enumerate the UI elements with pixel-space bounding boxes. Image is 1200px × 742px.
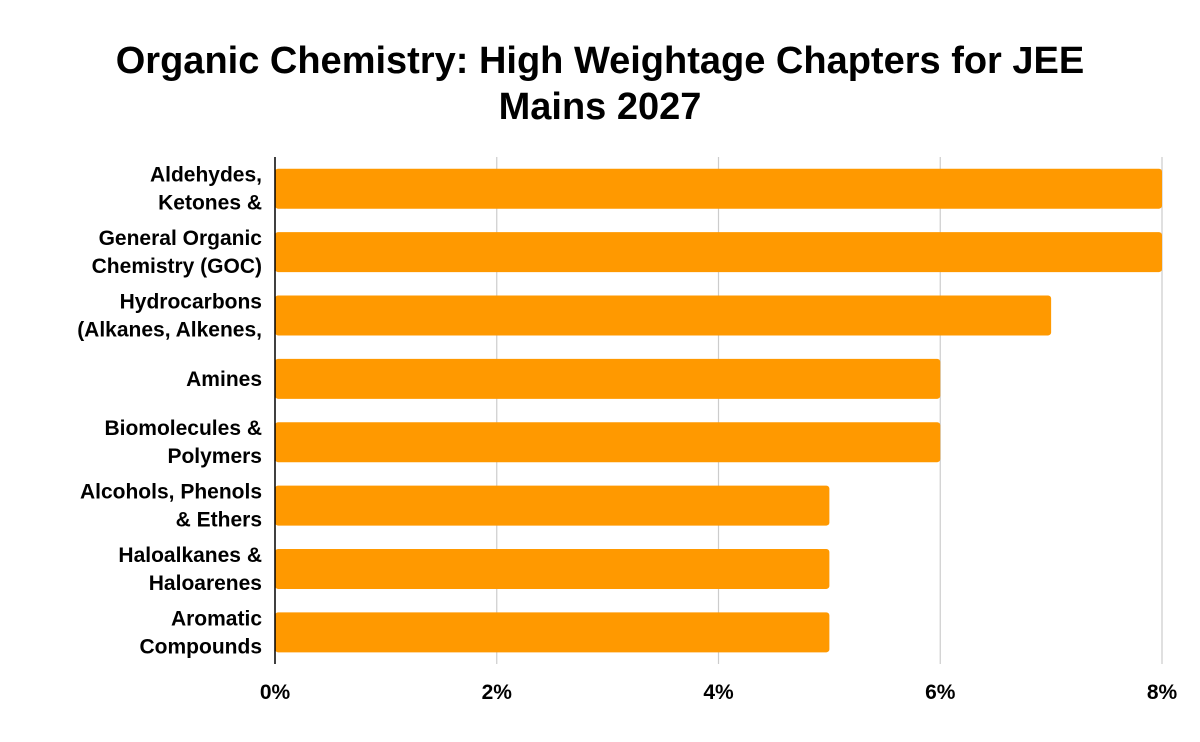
category-label: Aromatic Compounds [140, 607, 263, 658]
x-tick-label: 6% [925, 681, 956, 704]
x-tick-label: 8% [1147, 681, 1178, 704]
category-label: Haloalkanes & Haloarenes [118, 544, 262, 595]
bars [275, 168, 1162, 653]
chart-title: Organic Chemistry: High Weightage Chapte… [115, 40, 1085, 128]
bar [275, 485, 830, 526]
x-tick-labels: 0% 2% 4% 6% 8% [260, 681, 1178, 704]
bar [275, 232, 1162, 273]
category-labels: Aldehydes, Ketones & General Organic Chemis… [77, 164, 262, 659]
category-label: General Organic Chemistry (GOC) [92, 227, 263, 278]
bar [275, 612, 830, 653]
category-label: Biomolecules & Polymers [104, 417, 262, 468]
bar [275, 168, 1162, 209]
bar [275, 422, 941, 463]
category-label: Aldehydes, Ketones & [150, 164, 262, 215]
bar [275, 548, 830, 589]
x-tick-label: 4% [703, 681, 734, 704]
bar [275, 295, 1052, 336]
x-tick-label: 0% [260, 681, 291, 704]
category-label: Alcohols, Phenols & Ethers [80, 481, 262, 532]
category-label: Amines [186, 368, 262, 391]
bar [275, 358, 941, 399]
category-label: Hydrocarbons (Alkanes, Alkenes, [77, 290, 262, 341]
x-tick-label: 2% [482, 681, 513, 704]
